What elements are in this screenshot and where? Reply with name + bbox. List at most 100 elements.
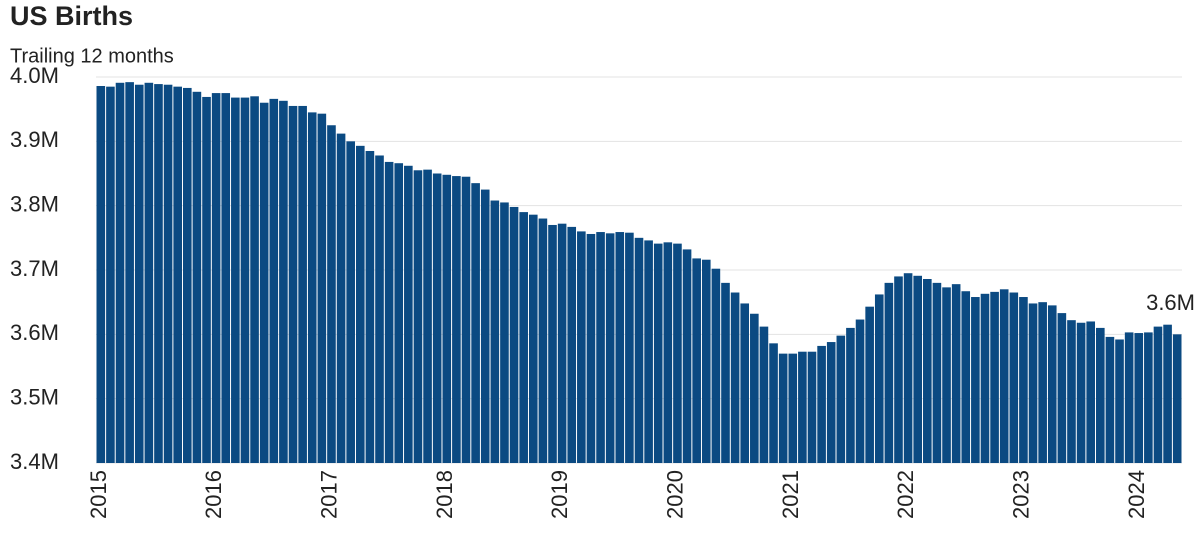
bar <box>605 233 615 463</box>
bar <box>432 173 442 463</box>
bar <box>586 233 596 463</box>
bar <box>894 276 903 463</box>
bar <box>644 240 653 463</box>
bar <box>1028 303 1038 463</box>
bar <box>259 102 269 463</box>
bar <box>509 206 519 463</box>
bar <box>1038 302 1047 463</box>
bar <box>740 303 750 463</box>
bar <box>480 189 490 464</box>
y-tick-label: 3.7M <box>10 256 59 281</box>
bar <box>577 231 586 463</box>
bar <box>836 335 846 463</box>
x-tick-label: 2020 <box>662 470 687 519</box>
bar <box>413 170 423 464</box>
bar <box>548 224 557 463</box>
bar <box>1019 297 1028 463</box>
y-tick-label: 4.0M <box>10 63 59 88</box>
bar <box>365 150 375 463</box>
bar <box>971 297 980 463</box>
bar <box>106 86 115 464</box>
bar <box>807 351 817 463</box>
bar <box>1047 305 1057 463</box>
bar <box>423 169 432 463</box>
bar <box>519 212 528 463</box>
bar <box>1096 327 1105 463</box>
bar <box>1124 332 1134 463</box>
bar <box>182 87 192 463</box>
bar <box>269 98 279 463</box>
value-label: 3.6M <box>1146 290 1195 315</box>
bar <box>394 163 404 463</box>
bar <box>490 200 500 463</box>
bar <box>673 243 682 463</box>
bar <box>500 202 509 463</box>
bar <box>528 214 538 463</box>
bar <box>442 174 452 463</box>
bar <box>192 91 202 464</box>
chart-subtitle: Trailing 12 months <box>10 45 174 67</box>
x-tick-label: 2022 <box>893 470 918 519</box>
bar <box>115 82 125 463</box>
bar <box>596 232 605 463</box>
bar <box>923 279 932 463</box>
bar <box>711 268 721 463</box>
bar <box>913 275 923 463</box>
bar <box>1105 336 1115 463</box>
x-tick-label: 2016 <box>201 470 226 519</box>
y-tick-label: 3.9M <box>10 127 59 152</box>
bar <box>1163 324 1172 463</box>
bar <box>307 112 317 463</box>
bar <box>788 353 798 463</box>
bar <box>932 282 942 463</box>
bar <box>769 343 778 463</box>
bar <box>663 242 673 463</box>
bar <box>615 232 625 463</box>
bar <box>653 243 663 463</box>
bar <box>125 82 134 463</box>
bar <box>346 141 355 464</box>
bar <box>855 319 865 463</box>
bar <box>903 273 913 463</box>
bar <box>865 306 874 463</box>
bar <box>404 165 413 463</box>
bar <box>980 293 990 463</box>
bar <box>1115 339 1124 463</box>
x-tick-label: 2024 <box>1124 470 1149 519</box>
x-tick-label: 2023 <box>1008 470 1033 519</box>
bar <box>211 93 221 463</box>
bar <box>221 93 231 463</box>
bar <box>298 105 307 463</box>
bar <box>625 232 634 463</box>
bar <box>942 287 951 463</box>
bar <box>96 86 106 464</box>
bar <box>1067 320 1076 463</box>
bar <box>1172 334 1182 463</box>
bar <box>1134 333 1144 463</box>
x-tick-label: 2021 <box>778 470 803 519</box>
bar <box>692 258 701 463</box>
bar <box>154 84 163 464</box>
bar <box>817 345 826 463</box>
bar <box>317 113 327 464</box>
y-tick-label: 3.8M <box>10 191 59 216</box>
bar <box>701 259 711 463</box>
bar <box>250 96 259 464</box>
bar <box>1086 321 1096 463</box>
bar <box>826 342 836 463</box>
bar <box>202 96 211 464</box>
y-tick-label: 3.4M <box>10 449 59 474</box>
bar <box>471 183 480 463</box>
bar <box>721 282 730 463</box>
bar <box>355 145 365 463</box>
bar <box>567 226 577 463</box>
chart-title: US Births <box>10 1 133 31</box>
bar <box>759 326 769 463</box>
bar <box>538 218 548 463</box>
bar <box>144 82 154 463</box>
bar <box>999 289 1009 463</box>
x-tick-label: 2015 <box>86 470 111 519</box>
bar <box>884 282 894 463</box>
bar <box>730 292 740 463</box>
x-tick-label: 2019 <box>547 470 572 519</box>
